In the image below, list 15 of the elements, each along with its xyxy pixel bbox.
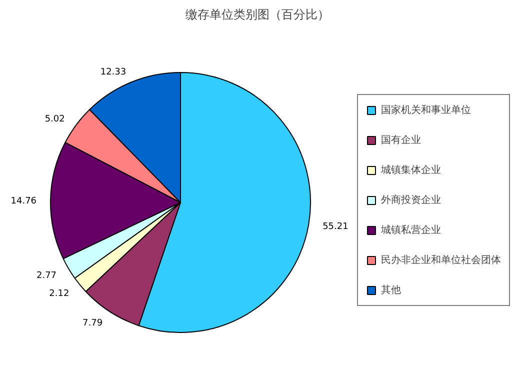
data-label: 5.02 [44, 114, 65, 124]
chart-title: 缴存单位类别图（百分比） [186, 8, 330, 22]
data-label: 14.76 [10, 196, 37, 207]
data-label: 2.12 [49, 289, 70, 300]
legend-label: 国有企业 [381, 134, 421, 147]
data-label: 7.79 [82, 318, 103, 328]
data-label: 55.21 [322, 222, 348, 232]
legend-label: 城镇集体企业 [381, 164, 441, 177]
legend-label: 其他 [381, 284, 401, 297]
data-label: 2.77 [36, 271, 57, 282]
legend-label: 民办非企业和单位社会团体 [381, 254, 501, 267]
legend-label: 国家机关和事业单位 [381, 104, 471, 117]
data-label: 12.33 [100, 68, 126, 78]
legend-label: 外商投资企业 [381, 194, 441, 207]
legend-label: 城镇私营企业 [381, 224, 441, 237]
